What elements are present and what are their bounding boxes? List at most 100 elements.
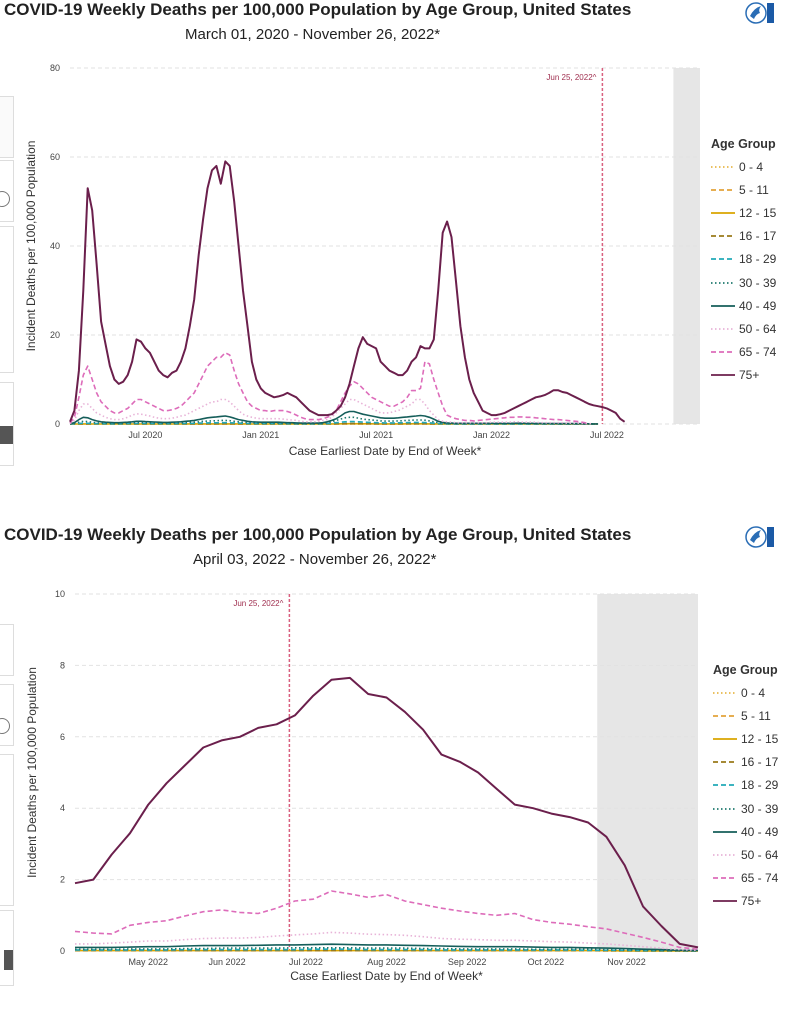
legend-label: 5 - 11 [741,708,771,723]
legend-label: 50 - 64 [741,847,779,862]
side-filter-box[interactable] [0,160,14,222]
legend-label: 16 - 17 [739,229,777,244]
legend-swatch [711,188,735,191]
series-line-75plus[interactable] [69,160,626,423]
x-tick-label: Nov 2022 [607,957,646,967]
x-tick-label: Jun 2022 [209,957,246,967]
side-scrollbar-thumb[interactable] [0,426,13,444]
legend-item[interactable]: 50 - 64 [713,843,778,866]
x-axis-label: Case Earliest Date by End of Week* [290,969,483,983]
x-tick-label: Sep 2022 [448,957,487,967]
legend: Age Group 0 - 4 5 - 11 12 - 15 16 - 17 18 - 2… [711,137,776,387]
legend-item[interactable]: 75+ [713,890,778,913]
legend-swatch [713,854,737,856]
legend-item[interactable]: 65 - 74 [711,341,776,364]
legend-swatch [713,738,737,740]
x-tick-label: May 2022 [129,957,169,967]
y-tick-label: 10 [55,589,65,599]
legend-swatch [711,235,735,238]
series-line-40-49[interactable] [75,943,699,952]
series-line-65-74[interactable] [74,890,699,950]
legend-item[interactable]: 18 - 29 [711,248,776,271]
series-line-50-64[interactable] [69,398,594,425]
legend-label: 75+ [741,894,762,909]
legend-label: 30 - 39 [741,801,779,816]
x-tick-label: Jul 2020 [128,430,162,440]
line-chart-full-period: 0 20 40 60 80 Jul 2020 Jan 2021 Jul 2021 Jan 202… [24,63,700,458]
side-filter-list[interactable] [0,754,14,906]
x-tick-label: Jan 2021 [242,430,279,440]
legend-swatch [713,714,737,717]
y-tick-label: 0 [60,946,65,956]
x-tick-label: Oct 2022 [528,957,565,967]
legend-label: 12 - 15 [739,205,777,220]
legend-title: Age Group [713,663,778,677]
y-tick-label: 80 [50,63,60,73]
legend-swatch [711,258,735,261]
legend-item[interactable]: 40 - 49 [713,820,778,843]
legend-label: 16 - 17 [741,755,779,770]
side-filter-list[interactable] [0,382,14,466]
x-tick-label: Jul 2021 [359,430,393,440]
legend-item[interactable]: 16 - 17 [711,225,776,248]
legend-item[interactable]: 12 - 15 [713,727,778,750]
x-tick-label: Aug 2022 [367,957,406,967]
legend-item[interactable]: 30 - 39 [713,797,778,820]
legend-item[interactable]: 0 - 4 [713,681,778,704]
legend-item[interactable]: 30 - 39 [711,271,776,294]
y-axis-label: Incident Deaths per 100,000 Population [25,667,39,878]
legend-label: 65 - 74 [741,871,779,886]
x-tick-label: Jan 2022 [473,430,510,440]
side-filter-box[interactable] [0,96,14,158]
legend-item[interactable]: 75+ [711,364,776,387]
reference-line-label: Jun 25, 2022^ [546,73,596,82]
series-line-75plus[interactable] [74,676,699,949]
chart-panel-full-period: COVID-19 Weekly Deaths per 100,000 Popul… [0,0,790,480]
y-tick-label: 40 [50,241,60,251]
legend-label: 75+ [739,368,760,383]
y-tick-label: 4 [60,803,65,813]
side-filter-box[interactable] [0,624,14,676]
legend-swatch [711,351,735,353]
legend-title: Age Group [711,137,776,151]
line-chart-recent-period: 0 2 4 6 8 10 May 2022 Jun 2022 Jul 2022 Aug 2022 S… [25,589,699,983]
legend-swatch [713,877,737,879]
legend-item[interactable]: 5 - 11 [711,178,776,201]
legend-item[interactable]: 16 - 17 [713,751,778,774]
legend-item[interactable]: 12 - 15 [711,201,776,224]
side-filter-box[interactable] [0,684,14,746]
legend-label: 18 - 29 [739,252,777,267]
legend-item[interactable]: 50 - 64 [711,317,776,340]
series-line-40-49[interactable] [69,410,598,425]
legend-swatch [711,328,735,330]
legend-label: 30 - 39 [739,275,777,290]
y-tick-label: 60 [50,152,60,162]
x-axis-label: Case Earliest Date by End of Week* [289,444,482,458]
legend-swatch [713,784,737,787]
side-scrollbar-thumb[interactable] [4,950,13,970]
series-line-65-74[interactable] [69,351,590,425]
legend: Age Group 0 - 4 5 - 11 12 - 15 16 - 17 18 - 2… [713,663,778,913]
legend-item[interactable]: 65 - 74 [713,867,778,890]
side-filter-list[interactable] [0,910,14,986]
legend-swatch [713,830,737,833]
legend-label: 0 - 4 [739,159,764,174]
series-line-30-39[interactable] [69,416,599,425]
legend-swatch [711,212,735,214]
legend-item[interactable]: 0 - 4 [711,155,776,178]
y-tick-label: 20 [50,330,60,340]
legend-item[interactable]: 40 - 49 [711,294,776,317]
side-filter-list[interactable] [0,226,14,373]
chart-title: COVID-19 Weekly Deaths per 100,000 Popul… [4,0,632,19]
y-axis-label: Incident Deaths per 100,000 Population [24,141,38,352]
x-tick-label: Jul 2022 [590,430,624,440]
legend-swatch [713,761,737,764]
y-tick-label: 8 [60,660,65,670]
legend-swatch [711,304,735,307]
chart-subtitle: April 03, 2022 - November 26, 2022* [193,551,437,568]
legend-item[interactable]: 5 - 11 [713,704,778,727]
chart-panel-recent-period: COVID-19 Weekly Deaths per 100,000 Popul… [0,520,790,1000]
legend-item[interactable]: 18 - 29 [713,774,778,797]
legend-swatch [711,165,735,168]
legend-label: 18 - 29 [741,778,779,793]
